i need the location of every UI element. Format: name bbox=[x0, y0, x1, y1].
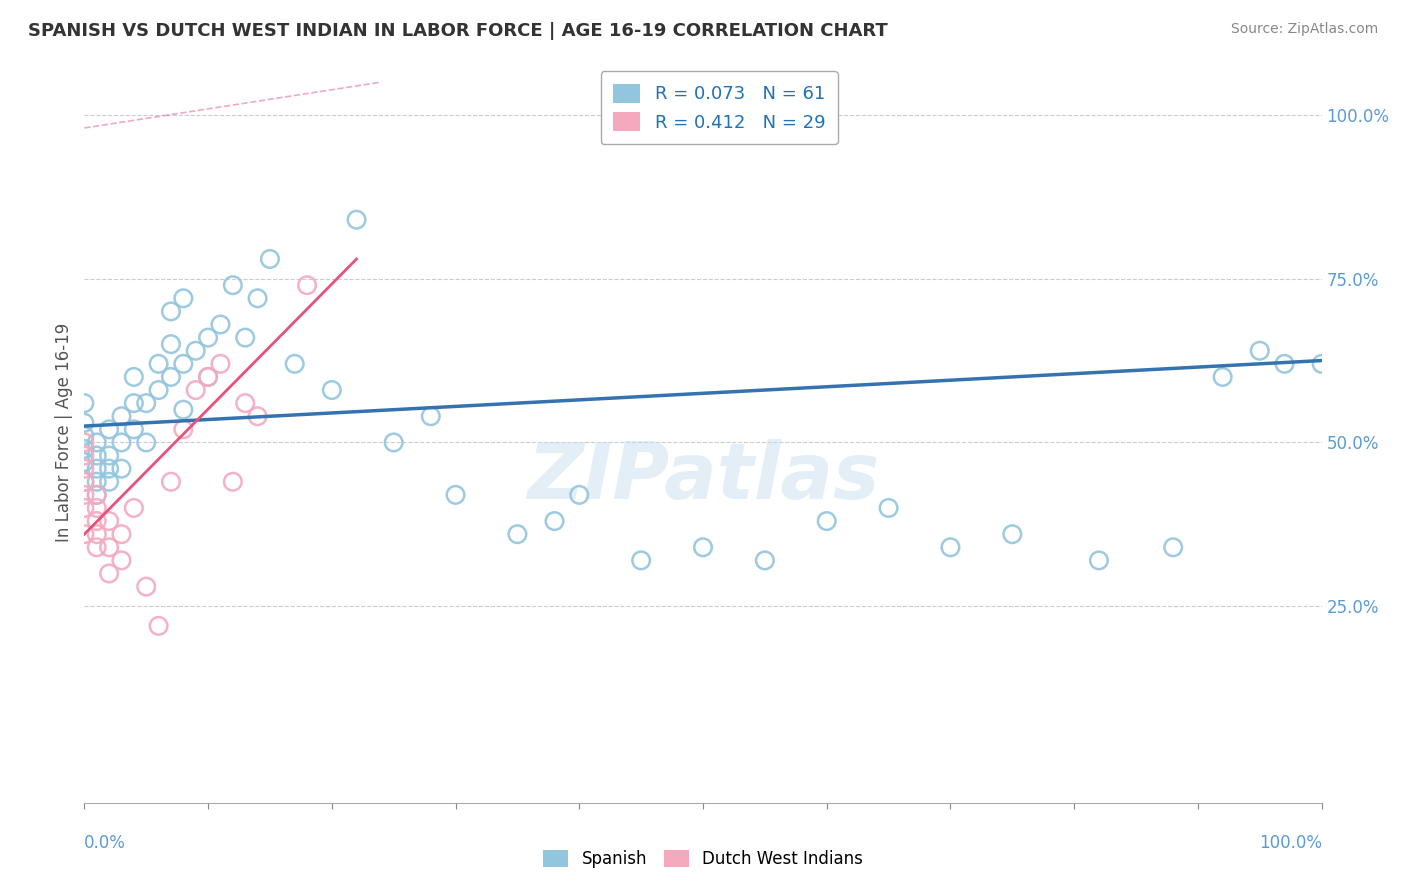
Text: SPANISH VS DUTCH WEST INDIAN IN LABOR FORCE | AGE 16-19 CORRELATION CHART: SPANISH VS DUTCH WEST INDIAN IN LABOR FO… bbox=[28, 22, 887, 40]
Point bbox=[1001, 527, 1024, 541]
Point bbox=[209, 318, 232, 332]
Point bbox=[98, 461, 121, 475]
Point bbox=[73, 396, 96, 410]
Point bbox=[73, 435, 96, 450]
Point bbox=[630, 553, 652, 567]
Point bbox=[135, 435, 157, 450]
Point bbox=[172, 357, 194, 371]
Point bbox=[148, 357, 170, 371]
Point bbox=[754, 553, 776, 567]
Point bbox=[86, 527, 108, 541]
Point bbox=[160, 304, 183, 318]
Point bbox=[444, 488, 467, 502]
Point bbox=[73, 416, 96, 430]
Point bbox=[98, 475, 121, 489]
Point bbox=[86, 500, 108, 515]
Point bbox=[73, 527, 96, 541]
Point bbox=[1249, 343, 1271, 358]
Point bbox=[295, 278, 318, 293]
Point bbox=[73, 500, 96, 515]
Y-axis label: In Labor Force | Age 16-19: In Labor Force | Age 16-19 bbox=[55, 323, 73, 542]
Point bbox=[321, 383, 343, 397]
Legend: R = 0.073   N = 61, R = 0.412   N = 29: R = 0.073 N = 61, R = 0.412 N = 29 bbox=[600, 71, 838, 145]
Legend: Spanish, Dutch West Indians: Spanish, Dutch West Indians bbox=[537, 843, 869, 875]
Point bbox=[110, 435, 132, 450]
Point bbox=[98, 541, 121, 555]
Point bbox=[135, 580, 157, 594]
Point bbox=[233, 330, 256, 344]
Point bbox=[86, 514, 108, 528]
Point bbox=[284, 357, 307, 371]
Point bbox=[73, 461, 96, 475]
Point bbox=[160, 370, 183, 384]
Point bbox=[419, 409, 441, 424]
Point bbox=[568, 488, 591, 502]
Point bbox=[135, 396, 157, 410]
Point bbox=[1212, 370, 1234, 384]
Point bbox=[73, 475, 96, 489]
Point bbox=[86, 488, 108, 502]
Point bbox=[73, 442, 96, 456]
Point bbox=[148, 619, 170, 633]
Point bbox=[246, 291, 269, 305]
Text: Source: ZipAtlas.com: Source: ZipAtlas.com bbox=[1230, 22, 1378, 37]
Point bbox=[86, 541, 108, 555]
Point bbox=[939, 541, 962, 555]
Point bbox=[815, 514, 838, 528]
Point bbox=[73, 488, 96, 502]
Point bbox=[110, 553, 132, 567]
Point bbox=[98, 449, 121, 463]
Point bbox=[110, 527, 132, 541]
Point bbox=[110, 461, 132, 475]
Point bbox=[197, 370, 219, 384]
Point bbox=[86, 461, 108, 475]
Point bbox=[382, 435, 405, 450]
Point bbox=[197, 330, 219, 344]
Point bbox=[346, 212, 368, 227]
Point bbox=[222, 475, 245, 489]
Point bbox=[1088, 553, 1111, 567]
Point bbox=[877, 500, 900, 515]
Point bbox=[1161, 541, 1184, 555]
Point bbox=[86, 449, 108, 463]
Point bbox=[233, 396, 256, 410]
Point bbox=[110, 409, 132, 424]
Text: 100.0%: 100.0% bbox=[1258, 834, 1322, 852]
Point bbox=[122, 500, 145, 515]
Point bbox=[172, 422, 194, 436]
Point bbox=[86, 488, 108, 502]
Text: ZIPatlas: ZIPatlas bbox=[527, 439, 879, 515]
Point bbox=[222, 278, 245, 293]
Point bbox=[122, 422, 145, 436]
Point bbox=[86, 475, 108, 489]
Point bbox=[1274, 357, 1296, 371]
Point bbox=[148, 383, 170, 397]
Point bbox=[209, 357, 232, 371]
Point bbox=[73, 455, 96, 469]
Point bbox=[1310, 357, 1333, 371]
Point bbox=[98, 566, 121, 581]
Point bbox=[259, 252, 281, 266]
Point bbox=[172, 402, 194, 417]
Point bbox=[122, 396, 145, 410]
Point bbox=[246, 409, 269, 424]
Point bbox=[98, 514, 121, 528]
Point bbox=[160, 337, 183, 351]
Point bbox=[506, 527, 529, 541]
Point bbox=[160, 475, 183, 489]
Text: 0.0%: 0.0% bbox=[84, 834, 127, 852]
Point bbox=[122, 370, 145, 384]
Point bbox=[543, 514, 565, 528]
Point bbox=[86, 435, 108, 450]
Point bbox=[172, 291, 194, 305]
Point bbox=[98, 422, 121, 436]
Point bbox=[73, 475, 96, 489]
Point bbox=[692, 541, 714, 555]
Point bbox=[73, 449, 96, 463]
Point bbox=[73, 429, 96, 443]
Point bbox=[184, 383, 207, 397]
Point bbox=[184, 343, 207, 358]
Point bbox=[197, 370, 219, 384]
